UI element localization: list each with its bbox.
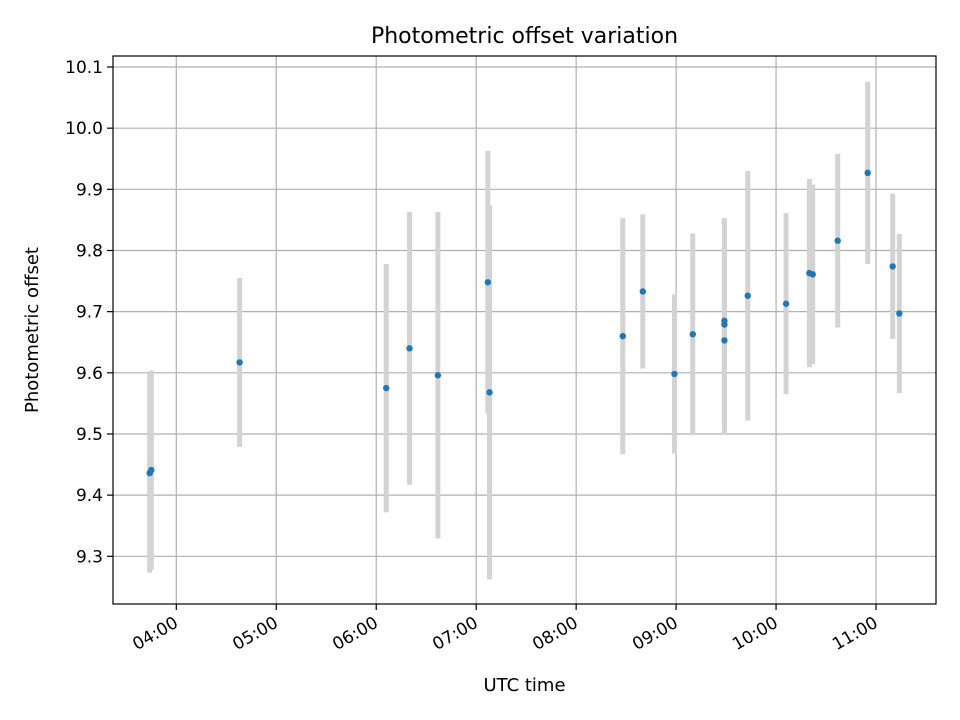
data-point xyxy=(148,466,155,474)
data-point xyxy=(721,337,728,344)
data-point xyxy=(434,372,442,379)
data-point xyxy=(834,237,841,244)
y-tick-label: 10.1 xyxy=(65,58,103,78)
data-point xyxy=(619,332,626,340)
data-point xyxy=(896,310,903,317)
data-point xyxy=(406,345,413,352)
data-point xyxy=(864,169,871,177)
y-tick-label: 9.4 xyxy=(76,486,103,506)
data-point xyxy=(639,288,646,295)
data-point xyxy=(486,389,493,396)
y-tick-label: 9.5 xyxy=(76,425,103,445)
y-tick-label: 9.8 xyxy=(76,241,103,261)
y-tick-label: 9.6 xyxy=(76,364,103,384)
data-point xyxy=(484,279,492,286)
data-point xyxy=(236,359,243,366)
data-point xyxy=(721,321,728,328)
data-point xyxy=(782,300,790,307)
data-point xyxy=(383,384,390,392)
plot-frame xyxy=(112,55,937,605)
data-point xyxy=(889,263,896,270)
data-points xyxy=(146,169,903,477)
x-axis-label: UTC time xyxy=(483,675,565,696)
y-axis-label: Photometric offset xyxy=(22,247,43,413)
data-point xyxy=(809,271,816,278)
data-point xyxy=(744,292,751,299)
chart-title: Photometric offset variation xyxy=(371,24,678,49)
y-tick-label: 10.0 xyxy=(65,119,103,139)
y-tick-label: 9.9 xyxy=(76,180,103,200)
data-point xyxy=(689,331,696,338)
data-point xyxy=(671,370,678,378)
y-tick-label: 9.3 xyxy=(76,547,103,567)
y-ticks: 9.3 9.4 9.5 9.6 9.7 9.8 9.9 10.0 10.1 xyxy=(65,58,113,567)
y-tick-label: 9.7 xyxy=(76,303,103,323)
